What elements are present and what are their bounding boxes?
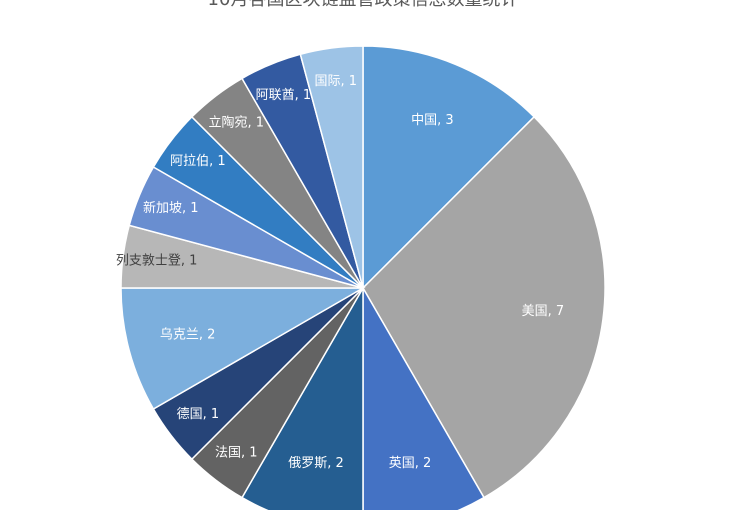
pie-slice — [299, 45, 364, 289]
data-label: 新加坡, 1 — [143, 200, 199, 216]
data-label: 乌克兰, 2 — [160, 326, 216, 342]
data-label: 英国, 2 — [389, 456, 432, 471]
data-label: 立陶宛, 1 — [209, 114, 265, 130]
chart-title: 10月各国区块链监管政策信息数量统计 — [208, 0, 519, 10]
data-label: 俄罗斯, 2 — [288, 456, 344, 471]
data-label: 列支敦士登, 1 — [116, 252, 198, 268]
data-label: 美国, 7 — [522, 304, 565, 319]
data-label: 阿联酋, 1 — [256, 87, 312, 103]
pie-slice — [362, 115, 606, 499]
pie-slice — [240, 285, 364, 510]
data-label: 德国, 1 — [177, 407, 220, 422]
data-label: 法国, 1 — [215, 446, 258, 461]
data-label: 中国, 3 — [411, 113, 454, 128]
data-label: 国际, 1 — [315, 74, 358, 89]
data-label: 阿拉伯, 1 — [170, 154, 226, 169]
pie-slice — [120, 287, 366, 411]
pie-slice — [362, 45, 536, 290]
pie-slice — [362, 285, 486, 510]
